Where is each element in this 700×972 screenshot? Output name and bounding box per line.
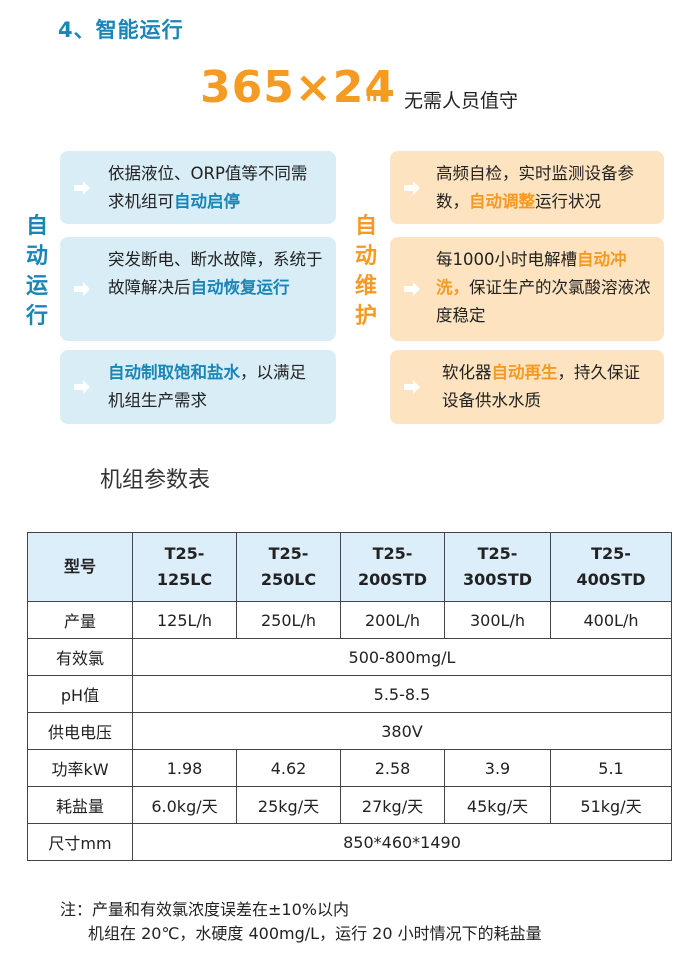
row-label: 有效氯 — [27, 638, 133, 676]
table-cell: 300L/h — [444, 601, 551, 639]
table-cell: 3.9 — [444, 749, 551, 787]
hero-unit: h — [366, 86, 378, 105]
body-text: ，持久保证设备供水水质 — [442, 363, 640, 410]
table-row: pH值 5.5-8.5 — [27, 675, 672, 713]
table-row: 耗盐量 6.0kg/天 25kg/天 27kg/天 45kg/天 51kg/天 — [27, 786, 672, 824]
table-cell: 6.0kg/天 — [132, 786, 237, 824]
label-char: 自 — [25, 214, 48, 239]
highlight-text: 自动冲洗， — [436, 250, 627, 297]
arrow-right-icon — [74, 380, 90, 394]
table-row: 尺寸mm 850*460*1490 — [27, 823, 672, 861]
header-cell: T25- 250LC — [236, 532, 341, 602]
auto-run-item: 依据液位、ORP值等不同需求机组可自动启停 — [60, 151, 336, 224]
auto-maintain-label: 自 动 维 护 — [353, 212, 379, 332]
table-row: 有效氯 500-800mg/L — [27, 638, 672, 676]
row-label: 功率kW — [27, 749, 133, 787]
table-cell: 400L/h — [550, 601, 672, 639]
table-row: 供电电压 380V — [27, 712, 672, 750]
footnote-line: 注：产量和有效氯浓度误差在±10%以内 — [60, 900, 349, 919]
hero-caption: 无需人员值守 — [404, 90, 519, 112]
table-title: 机组参数表 — [100, 468, 211, 493]
label-char: 护 — [354, 304, 377, 329]
table-cell: 250L/h — [236, 601, 341, 639]
label-char: 动 — [354, 244, 377, 269]
arrow-right-icon — [404, 380, 420, 394]
body-text: 依据液位、ORP值等不同需求机组可 — [108, 164, 308, 211]
table-cell: 27kg/天 — [340, 786, 445, 824]
body-text: 每1000小时电解槽 — [436, 250, 577, 269]
auto-run-label: 自 动 运 行 — [24, 212, 50, 332]
auto-maintain-item: 每1000小时电解槽自动冲洗，保证生产的次氯酸溶液浓度稳定 — [390, 237, 664, 341]
table-cell: 5.1 — [550, 749, 672, 787]
table-cell: 4.62 — [236, 749, 341, 787]
footnote-line: 机组在 20℃，水硬度 400mg/L，运行 20 小时情况下的耗盐量 — [88, 924, 542, 943]
parameter-table: 型号 T25- 125LC T25- 250LC T25- 200STD T25… — [27, 532, 672, 861]
table-header-row: 型号 T25- 125LC T25- 250LC T25- 200STD T25… — [27, 532, 672, 602]
header-cell: T25- 400STD — [550, 532, 672, 602]
table-cell: 1.98 — [132, 749, 237, 787]
body-text: 高频自检，实时监测设备参数， — [436, 164, 634, 211]
feature-text: 依据液位、ORP值等不同需求机组可自动启停 — [108, 160, 322, 216]
highlight-text: 自动恢复运行 — [190, 278, 290, 297]
auto-maintain-item: 软化器自动再生，持久保证设备供水水质 — [390, 350, 664, 424]
feature-text: 自动制取饱和盐水，以满足机组生产需求 — [108, 359, 322, 415]
label-char: 自 — [354, 214, 377, 239]
table-cell: 5.5-8.5 — [132, 675, 672, 713]
footnotes: 注：产量和有效氯浓度误差在±10%以内 机组在 20℃，水硬度 400mg/L，… — [60, 898, 542, 946]
feature-text: 软化器自动再生，持久保证设备供水水质 — [442, 359, 642, 415]
row-label: 尺寸mm — [27, 823, 133, 861]
arrow-right-icon — [74, 282, 90, 296]
row-label: 供电电压 — [27, 712, 133, 750]
label-char: 行 — [25, 304, 48, 329]
hero-number: 365×24 — [200, 62, 396, 113]
auto-run-item: 自动制取饱和盐水，以满足机组生产需求 — [60, 350, 336, 424]
table-row: 功率kW 1.98 4.62 2.58 3.9 5.1 — [27, 749, 672, 787]
header-cell: T25- 125LC — [132, 532, 237, 602]
table-cell: 850*460*1490 — [132, 823, 672, 861]
table-cell: 380V — [132, 712, 672, 750]
feature-text: 高频自检，实时监测设备参数，自动调整运行状况 — [436, 160, 652, 216]
highlight-text: 自动调整 — [469, 192, 535, 211]
table-row: 产量 125L/h 250L/h 200L/h 300L/h 400L/h — [27, 601, 672, 639]
section-heading: 4、智能运行 — [58, 18, 184, 42]
row-label: 耗盐量 — [27, 786, 133, 824]
header-model: 型号 — [27, 532, 133, 602]
arrow-right-icon — [404, 282, 420, 296]
auto-run-item: 突发断电、断水故障，系统于故障解决后自动恢复运行 — [60, 237, 336, 341]
table-cell: 500-800mg/L — [132, 638, 672, 676]
highlight-text: 自动再生 — [491, 363, 558, 382]
header-cell: T25- 300STD — [444, 532, 551, 602]
table-cell: 45kg/天 — [444, 786, 551, 824]
auto-maintain-item: 高频自检，实时监测设备参数，自动调整运行状况 — [390, 151, 664, 224]
label-char: 维 — [354, 274, 377, 299]
body-text: 软化器 — [442, 363, 492, 382]
header-cell: T25- 200STD — [340, 532, 445, 602]
body-text: 保证生产的次氯酸溶液浓度稳定 — [436, 278, 651, 325]
row-label: 产量 — [27, 601, 133, 639]
label-char: 运 — [25, 274, 48, 299]
table-cell: 25kg/天 — [236, 786, 341, 824]
highlight-text: 自动制取饱和盐水 — [108, 363, 240, 382]
body-text: 突发断电、断水故障，系统于故障解决后 — [108, 250, 323, 297]
table-cell: 125L/h — [132, 601, 237, 639]
highlight-text: 自动启停 — [174, 192, 240, 211]
row-label: pH值 — [27, 675, 133, 713]
arrow-right-icon — [74, 180, 90, 195]
table-cell: 2.58 — [340, 749, 445, 787]
feature-text: 每1000小时电解槽自动冲洗，保证生产的次氯酸溶液浓度稳定 — [436, 246, 652, 330]
body-text: 运行状况 — [535, 192, 601, 211]
label-char: 动 — [25, 244, 48, 269]
table-cell: 200L/h — [340, 601, 445, 639]
feature-text: 突发断电、断水故障，系统于故障解决后自动恢复运行 — [108, 246, 330, 302]
table-cell: 51kg/天 — [550, 786, 672, 824]
body-text: ，以满足机组生产需求 — [108, 363, 306, 410]
arrow-right-icon — [404, 180, 420, 195]
